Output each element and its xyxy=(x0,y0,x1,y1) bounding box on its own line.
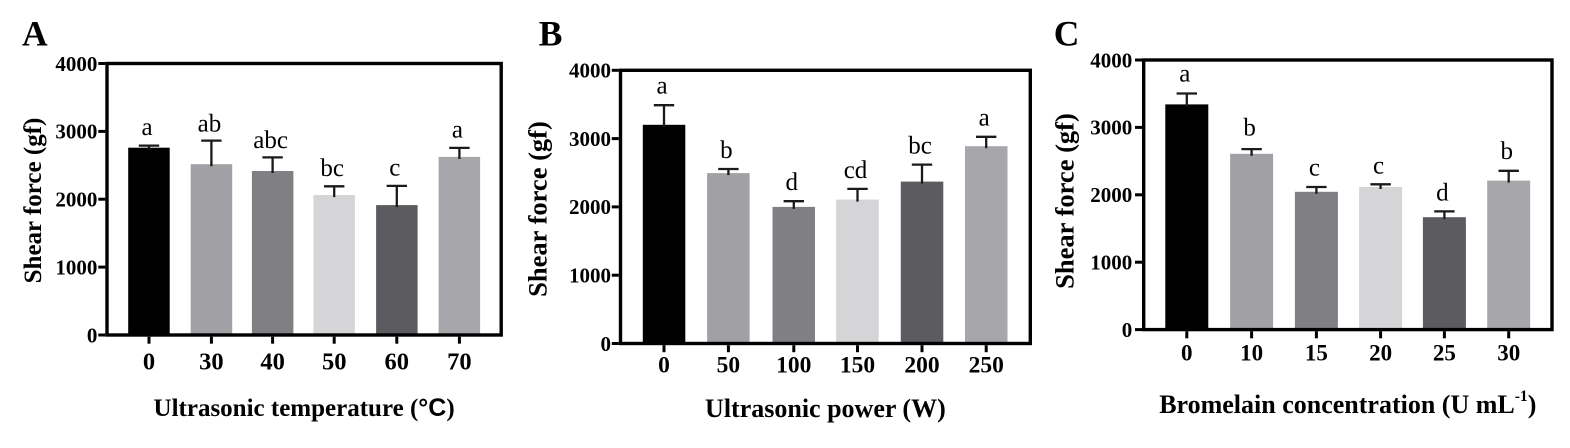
svg-text:25: 25 xyxy=(1433,341,1456,366)
svg-text:Shear force (gf): Shear force (gf) xyxy=(1050,113,1080,289)
svg-text:cd: cd xyxy=(844,157,868,184)
svg-text:c: c xyxy=(389,155,400,182)
svg-text:0: 0 xyxy=(601,332,612,356)
svg-text:50: 50 xyxy=(717,353,741,379)
svg-text:d: d xyxy=(1436,180,1449,207)
svg-text:0: 0 xyxy=(87,323,98,347)
svg-text:30: 30 xyxy=(199,349,224,376)
svg-text:2000: 2000 xyxy=(1090,183,1132,207)
svg-text:0: 0 xyxy=(1181,341,1193,366)
svg-text:50: 50 xyxy=(322,349,347,376)
svg-text:Shear force (gf): Shear force (gf) xyxy=(523,121,553,297)
svg-text:200: 200 xyxy=(904,353,939,379)
svg-text:a: a xyxy=(656,73,667,100)
svg-text:4000: 4000 xyxy=(55,52,97,76)
svg-text:a: a xyxy=(452,117,463,144)
svg-text:0: 0 xyxy=(658,353,670,379)
svg-text:3000: 3000 xyxy=(569,127,611,151)
svg-text:0: 0 xyxy=(1122,318,1133,342)
svg-text:60: 60 xyxy=(385,349,410,376)
svg-text:100: 100 xyxy=(776,353,811,379)
svg-text:10: 10 xyxy=(1240,341,1263,366)
svg-text:2000: 2000 xyxy=(55,188,97,212)
svg-text:Ultrasonic power (W): Ultrasonic power (W) xyxy=(705,394,946,423)
svg-text:250: 250 xyxy=(969,353,1004,379)
svg-text:70: 70 xyxy=(447,349,472,376)
svg-text:bc: bc xyxy=(908,133,932,160)
svg-text:a: a xyxy=(979,105,990,132)
svg-text:Bromelain concentration (U mL-: Bromelain concentration (U mL-1) xyxy=(1159,388,1536,419)
svg-text:c: c xyxy=(1309,155,1320,182)
svg-text:a: a xyxy=(1179,61,1190,88)
svg-text:ab: ab xyxy=(198,111,222,138)
svg-text:Shear force (gf): Shear force (gf) xyxy=(20,118,47,284)
svg-text:150: 150 xyxy=(840,353,875,379)
svg-text:3000: 3000 xyxy=(55,120,97,144)
svg-text:C: C xyxy=(1054,13,1080,53)
svg-text:B: B xyxy=(539,13,563,53)
svg-text:abc: abc xyxy=(253,127,288,154)
svg-text:Ultrasonic temperature (°C): Ultrasonic temperature (°C) xyxy=(154,394,455,422)
svg-text:0: 0 xyxy=(143,349,155,376)
svg-text:4000: 4000 xyxy=(1090,48,1132,72)
svg-text:1000: 1000 xyxy=(55,255,97,279)
svg-text:a: a xyxy=(141,114,152,141)
svg-text:3000: 3000 xyxy=(1090,116,1132,140)
svg-text:2000: 2000 xyxy=(569,195,611,219)
svg-text:20: 20 xyxy=(1369,341,1392,366)
svg-text:30: 30 xyxy=(1497,341,1520,366)
svg-text:c: c xyxy=(1373,152,1384,179)
svg-text:b: b xyxy=(720,137,733,164)
svg-text:b: b xyxy=(1500,138,1513,165)
svg-text:1000: 1000 xyxy=(569,264,611,288)
svg-text:A: A xyxy=(22,13,48,53)
svg-text:4000: 4000 xyxy=(569,59,611,83)
svg-text:bc: bc xyxy=(320,155,344,182)
svg-text:40: 40 xyxy=(260,349,285,376)
svg-text:d: d xyxy=(786,169,799,196)
svg-text:1000: 1000 xyxy=(1090,251,1132,275)
svg-text:15: 15 xyxy=(1305,341,1328,366)
svg-text:b: b xyxy=(1243,114,1256,141)
